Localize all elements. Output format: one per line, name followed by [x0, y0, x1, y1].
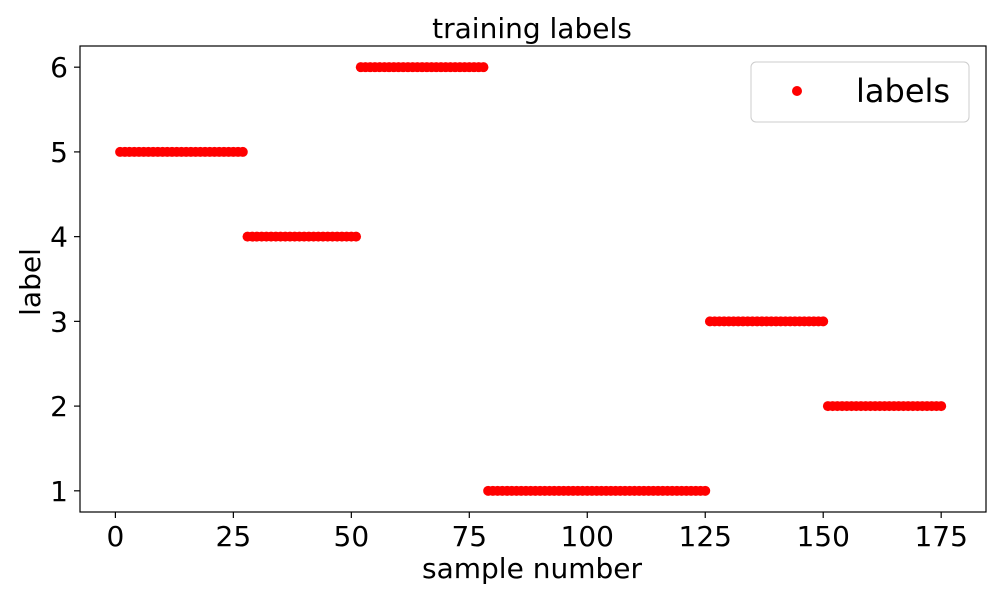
x-tick-label: 75 [451, 520, 487, 553]
y-tick-label: 6 [50, 51, 68, 84]
x-tick-label: 125 [679, 520, 732, 553]
x-tick-label: 175 [914, 520, 967, 553]
x-tick-label: 0 [106, 520, 124, 553]
legend-entry-labels: labels [856, 72, 950, 110]
x-tick-label: 150 [796, 520, 849, 553]
y-axis: 1 2 3 4 5 6 [50, 51, 80, 508]
x-axis: 0 25 50 75 100 125 150 175 [106, 512, 968, 553]
x-tick-label: 100 [561, 520, 614, 553]
y-tick-label: 3 [50, 305, 68, 338]
y-tick-label: 5 [50, 136, 68, 169]
data-point [351, 231, 362, 242]
data-point [700, 485, 711, 496]
y-tick-label: 4 [50, 221, 68, 254]
legend-box [750, 61, 970, 123]
y-tick-label: 1 [50, 475, 68, 508]
y-axis-label: label [14, 248, 47, 316]
legend: labels [750, 61, 970, 123]
plot-area-frame [79, 45, 987, 513]
x-tick-label: 25 [216, 520, 252, 553]
x-tick-label: 50 [334, 520, 370, 553]
x-axis-label: sample number [422, 552, 642, 585]
data-point [818, 316, 829, 327]
chart-title: training labels [432, 12, 632, 45]
y-tick-label: 2 [50, 390, 68, 423]
legend-marker [792, 86, 802, 96]
data-point [478, 62, 489, 73]
data-point [936, 401, 947, 412]
data-points [115, 62, 947, 496]
data-point [237, 146, 248, 157]
